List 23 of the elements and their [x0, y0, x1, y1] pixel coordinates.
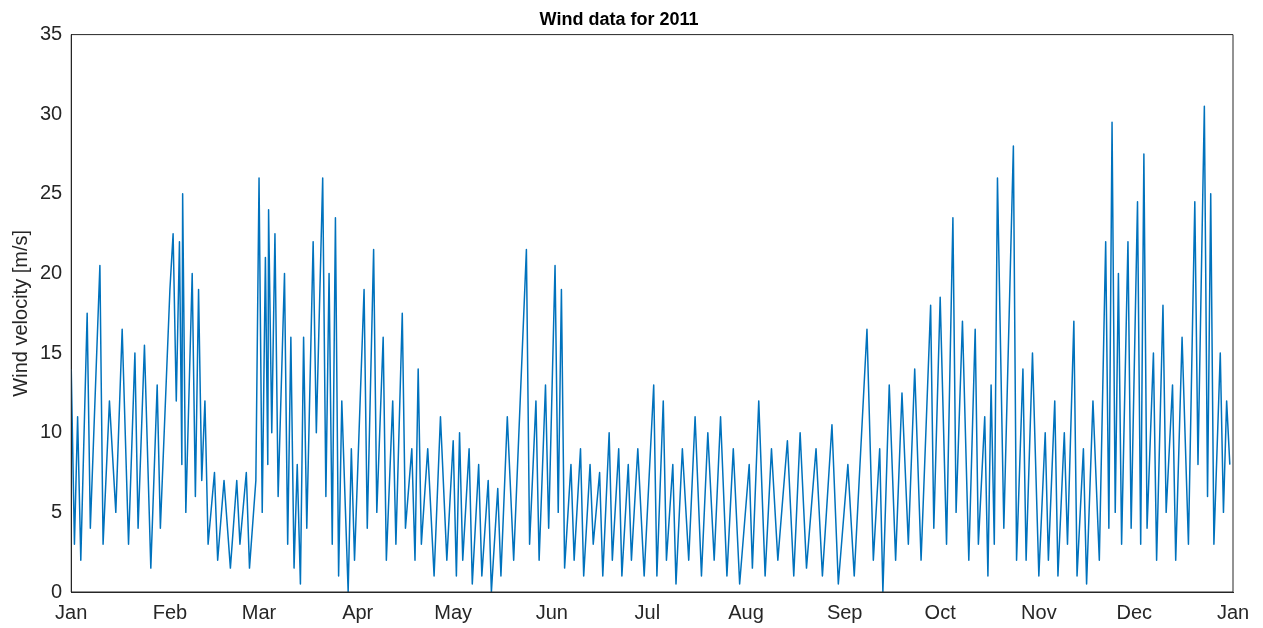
y-tick-label: 5 [51, 499, 63, 522]
x-tick-label: Sep [826, 600, 863, 623]
y-tick-label: 20 [40, 261, 63, 283]
x-tick-label: Jul [634, 600, 661, 623]
chart-title: Wind data for 2011 [539, 8, 699, 29]
x-tick-label: Mar [241, 600, 277, 623]
x-tick-label: Jan [55, 600, 88, 623]
y-tick-label: 30 [40, 101, 63, 124]
x-tick-label: Feb [152, 600, 188, 623]
y-tick-label: 15 [40, 340, 63, 363]
y-tick-label: 35 [40, 22, 63, 45]
x-tick-label: Jun [535, 600, 568, 623]
y-tick-label: 10 [40, 420, 63, 443]
x-tick-label: Nov [1021, 600, 1057, 623]
x-tick-label: Aug [728, 600, 764, 623]
y-tick-label: 0 [51, 579, 63, 602]
x-tick-label: Oct [924, 600, 957, 623]
y-tick-label: 25 [40, 181, 63, 204]
x-tick-label: May [434, 600, 473, 623]
x-tick-label: Dec [1116, 600, 1153, 623]
x-tick-label: Apr [342, 600, 374, 623]
x-tick-label: Jan [1216, 600, 1250, 623]
y-axis-title: Wind velocity [m/s] [8, 229, 31, 397]
